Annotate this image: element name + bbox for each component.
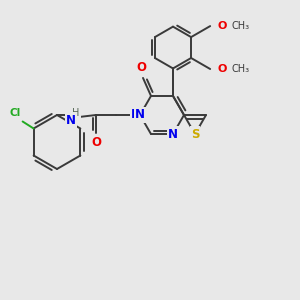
Text: N: N [66,113,76,127]
Text: O: O [218,21,227,31]
Text: O: O [91,136,101,148]
Text: CH₃: CH₃ [231,64,249,74]
Text: CH₃: CH₃ [231,21,249,31]
Text: N: N [131,109,141,122]
Text: N: N [135,109,145,122]
Text: O: O [136,61,146,74]
Text: Cl: Cl [10,109,21,118]
Text: H: H [72,108,80,118]
Text: N: N [168,128,178,141]
Text: O: O [218,64,227,74]
Text: S: S [191,128,199,141]
